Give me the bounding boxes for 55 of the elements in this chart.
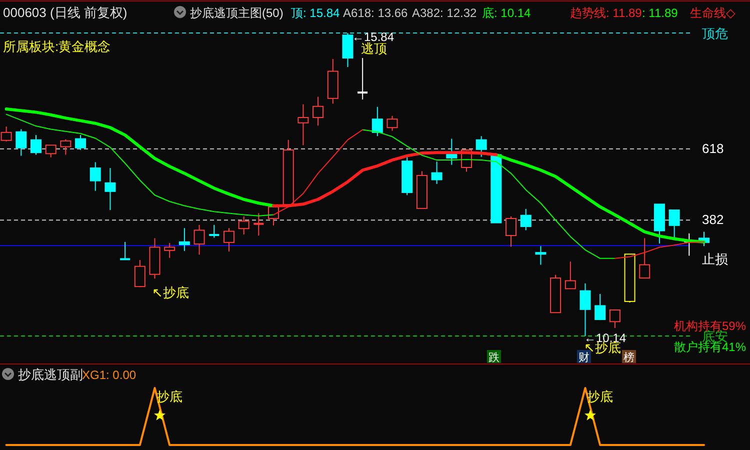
candlestick (60, 138, 72, 156)
text: 财 (578, 351, 590, 364)
annotation: 所属板块:黄金概念 (3, 39, 111, 54)
candlestick (609, 309, 620, 329)
candlestick (45, 144, 56, 158)
ref-line-label: 止损 (702, 252, 728, 267)
candlestick (594, 294, 606, 321)
chart-title: 抄底逃顶副 (18, 367, 83, 382)
candlestick (431, 161, 442, 184)
candlestick (342, 32, 354, 68)
candlestick (90, 162, 101, 192)
candlestick (252, 212, 265, 236)
text: 榜 (624, 351, 634, 364)
candlestick (564, 261, 576, 290)
chart-subtitle: 抄底逃顶主图(50) (190, 6, 284, 20)
candlestick (178, 228, 190, 252)
annotation: 618 (702, 141, 724, 156)
candlestick (119, 241, 132, 260)
text: : 11.89 (642, 6, 678, 20)
candlestick (104, 168, 116, 211)
candlestick (194, 224, 205, 256)
candlestick (30, 134, 42, 156)
text: 跌 (488, 352, 500, 364)
candlestick (16, 128, 27, 156)
annotation: 382 (702, 212, 724, 227)
candlestick (312, 96, 324, 126)
annotation: 逃顶 (361, 41, 387, 56)
text: 底: 10.14 (482, 6, 532, 20)
ref-line-label: 顶危 (702, 26, 728, 41)
candlestick (164, 242, 176, 258)
candlestick (134, 259, 146, 288)
chart-title: 000603 (日线 前复权) (3, 5, 128, 20)
candlestick (520, 208, 532, 231)
candlestick (506, 216, 517, 248)
candlestick (0, 126, 12, 142)
candlestick (639, 238, 650, 279)
text: 趋势线: 11.89 (570, 6, 642, 20)
candlestick (446, 138, 458, 166)
candlestick (668, 210, 680, 240)
annotation: ↖抄底 (152, 285, 189, 300)
text: 生命线◇ (690, 6, 736, 20)
candlestick (223, 228, 234, 252)
candlestick (298, 104, 309, 146)
candlestick (238, 216, 250, 235)
text: A618: 13.66 (343, 6, 408, 20)
candlestick (372, 106, 383, 137)
text: 顶: 15.84 (291, 6, 340, 20)
candlestick (386, 115, 398, 132)
candlestick (535, 246, 546, 266)
candlestick (75, 134, 86, 150)
chart-subtitle: XG1: 0.00 (82, 368, 136, 382)
text: A382: 12.32 (412, 6, 478, 20)
candlestick (208, 224, 220, 238)
candlestick (476, 136, 487, 158)
candlestick (356, 57, 369, 100)
